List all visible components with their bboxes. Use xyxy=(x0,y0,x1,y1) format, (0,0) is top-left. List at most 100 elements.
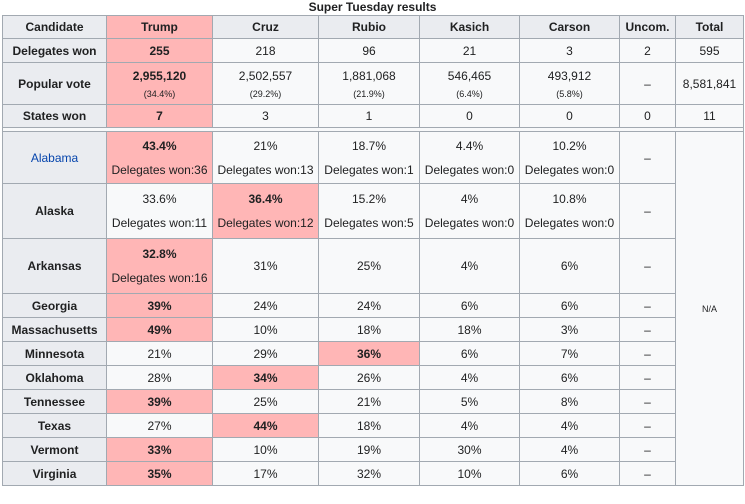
cell: 2,955,120 (34.4%) xyxy=(106,62,213,105)
cell: 24% xyxy=(318,293,420,318)
cell: 21% Delegates won:13 xyxy=(212,131,319,184)
vote-pct: 15.2% xyxy=(351,192,387,206)
cell: 10% xyxy=(419,461,520,486)
cell: 8% xyxy=(519,389,620,414)
vote-count: 1,881,068 xyxy=(342,68,396,83)
total-na: N/A xyxy=(675,131,744,486)
state-row: Tennessee 39% 25% 21% 5% 8% – xyxy=(2,389,744,414)
cell: 4% xyxy=(519,437,620,462)
delegates-won: Delegates won:0 xyxy=(524,162,615,177)
cell: 30% xyxy=(419,437,520,462)
state-name: Alaska xyxy=(2,183,107,239)
delegates-won: Delegates won:36 xyxy=(111,162,208,177)
cell: 8,581,841 xyxy=(675,62,744,105)
header-rubio: Rubio xyxy=(318,15,420,39)
vote-count: 2,955,120 xyxy=(132,68,187,83)
delegates-won: Delegates won:13 xyxy=(217,162,314,177)
vote-pct: 36.4% xyxy=(248,192,283,206)
cell: 5% xyxy=(419,389,520,414)
cell: 27% xyxy=(106,413,213,438)
cell: 18% xyxy=(419,317,520,342)
cell: 7 xyxy=(106,104,213,128)
cell: – xyxy=(619,437,676,462)
cell: 34% xyxy=(212,365,319,390)
cell: 6% xyxy=(519,461,620,486)
state-row: Virginia 35% 17% 32% 10% 6% – xyxy=(2,461,744,486)
state-row: Oklahoma 28% 34% 26% 4% 6% – xyxy=(2,365,744,390)
vote-pct: (34.4%) xyxy=(143,88,176,99)
cell: 6% xyxy=(419,293,520,318)
vote-pct: 21% xyxy=(253,138,278,153)
cell: – xyxy=(619,317,676,342)
header-total: Total xyxy=(675,15,744,39)
vote-pct: 33.6% xyxy=(142,192,177,206)
state-row: Vermont 33% 10% 19% 30% 4% – xyxy=(2,437,744,462)
cell: 96 xyxy=(318,38,420,63)
cell: 31% xyxy=(212,238,319,294)
cell: 10% xyxy=(212,437,319,462)
row-label: Delegates won xyxy=(2,38,107,63)
delegates-won: Delegates won:0 xyxy=(424,216,515,230)
state-name: Vermont xyxy=(2,437,107,462)
cell: 6% xyxy=(519,293,620,318)
delegates-won: Delegates won:1 xyxy=(324,162,414,177)
state-row: Georgia 39% 24% 24% 6% 6% – xyxy=(2,293,744,318)
delegates-won: Delegates won:0 xyxy=(524,216,615,230)
cell: 36% xyxy=(318,341,420,366)
cell: 44% xyxy=(212,413,319,438)
state-name: Georgia xyxy=(2,293,107,318)
cell: 218 xyxy=(212,38,319,63)
cell: – xyxy=(619,365,676,390)
cell: 29% xyxy=(212,341,319,366)
cell: – xyxy=(619,62,676,105)
cell: 25% xyxy=(318,238,420,294)
cell: 4% xyxy=(519,413,620,438)
cell: 0 xyxy=(519,104,620,128)
cell: 4% xyxy=(419,238,520,294)
delegates-row: Delegates won 255 218 96 21 3 2 595 xyxy=(2,38,744,63)
cell: 546,465 (6.4%) xyxy=(419,62,520,105)
header-row: Candidate Trump Cruz Rubio Kasich Carson… xyxy=(2,15,744,39)
cell: 17% xyxy=(212,461,319,486)
cell: 43.4% Delegates won:36 xyxy=(106,131,213,184)
state-link-alabama[interactable]: Alabama xyxy=(30,150,79,165)
cell: 595 xyxy=(675,38,744,63)
cell: 10.8% Delegates won:0 xyxy=(519,183,620,239)
cell: 25% xyxy=(212,389,319,414)
cell: 21 xyxy=(419,38,520,63)
state-row: Alabama 43.4% Delegates won:36 21% Delegat… xyxy=(2,131,744,486)
popular-vote-row: Popular vote 2,955,120 (34.4%) 2,502,557 (… xyxy=(2,62,744,105)
cell: – xyxy=(619,293,676,318)
cell: 32% xyxy=(318,461,420,486)
state-name: Virginia xyxy=(2,461,107,486)
cell: 39% xyxy=(106,389,213,414)
cell: 1 xyxy=(318,104,420,128)
vote-pct: 18.7% xyxy=(351,138,387,153)
cell: – xyxy=(619,461,676,486)
row-label: States won xyxy=(2,104,107,128)
cell: 15.2% Delegates won:5 xyxy=(318,183,420,239)
state-name[interactable]: Alabama xyxy=(2,131,107,184)
header-kasich: Kasich xyxy=(419,15,520,39)
vote-count: 493,912 xyxy=(547,68,592,83)
row-label: Popular vote xyxy=(2,62,107,105)
cell: 4% xyxy=(419,365,520,390)
state-row: Arkansas 32.8% Delegates won:16 31% 25% 4… xyxy=(2,238,744,294)
cell: 11 xyxy=(675,104,744,128)
cell: 33% xyxy=(106,437,213,462)
cell: 39% xyxy=(106,293,213,318)
vote-pct: (29.2%) xyxy=(249,88,282,99)
results-table: Candidate Trump Cruz Rubio Kasich Carson… xyxy=(2,15,744,486)
cell: 10% xyxy=(212,317,319,342)
header-carson: Carson xyxy=(519,15,620,39)
cell: 28% xyxy=(106,365,213,390)
cell: 2,502,557 (29.2%) xyxy=(212,62,319,105)
header-cruz: Cruz xyxy=(212,15,319,39)
vote-pct: 10.2% xyxy=(552,138,587,153)
cell: 493,912 (5.8%) xyxy=(519,62,620,105)
header-uncommitted: Uncom. xyxy=(619,15,676,39)
cell: 1,881,068 (21.9%) xyxy=(318,62,420,105)
cell: 49% xyxy=(106,317,213,342)
vote-pct: 32.8% xyxy=(142,247,177,261)
vote-pct: (6.4%) xyxy=(456,88,483,99)
